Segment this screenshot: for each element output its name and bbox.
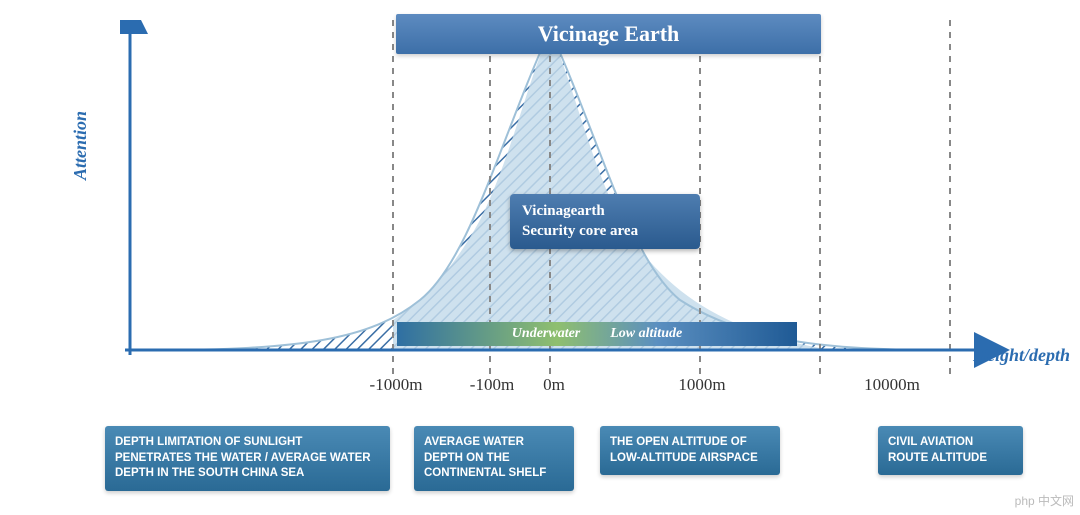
core-area-box: Vicinagearth Security core area — [510, 194, 700, 249]
x-tick: 1000m — [678, 375, 725, 395]
gradient-bar-right: Low altitude — [610, 326, 682, 342]
watermark: php 中文网 — [1015, 492, 1074, 509]
x-tick: -100m — [470, 375, 514, 395]
x-tick: -1000m — [370, 375, 423, 395]
x-tick: 0m — [543, 375, 565, 395]
gradient-bar: Underwater Low altitude — [397, 322, 797, 346]
x-axis-label: Height/depth — [973, 345, 1070, 366]
desc-box-1: DEPTH LIMITATION OF SUNLIGHT PENETRATES … — [105, 426, 390, 491]
gradient-bar-left: Underwater — [512, 326, 580, 342]
desc-box-3: THE OPEN ALTITUDE OF LOW-ALTITUDE AIRSPA… — [600, 426, 780, 475]
top-banner: Vicinage Earth — [396, 14, 821, 54]
y-axis-label: Attention — [70, 111, 91, 180]
desc-box-2: AVERAGE WATER DEPTH ON THE CONTINENTAL S… — [414, 426, 574, 491]
core-line1: Vicinagearth — [522, 202, 688, 222]
core-line2: Security core area — [522, 222, 688, 242]
desc-box-4: CIVIL AVIATION ROUTE ALTITUDE — [878, 426, 1023, 475]
x-tick: 10000m — [864, 375, 920, 395]
